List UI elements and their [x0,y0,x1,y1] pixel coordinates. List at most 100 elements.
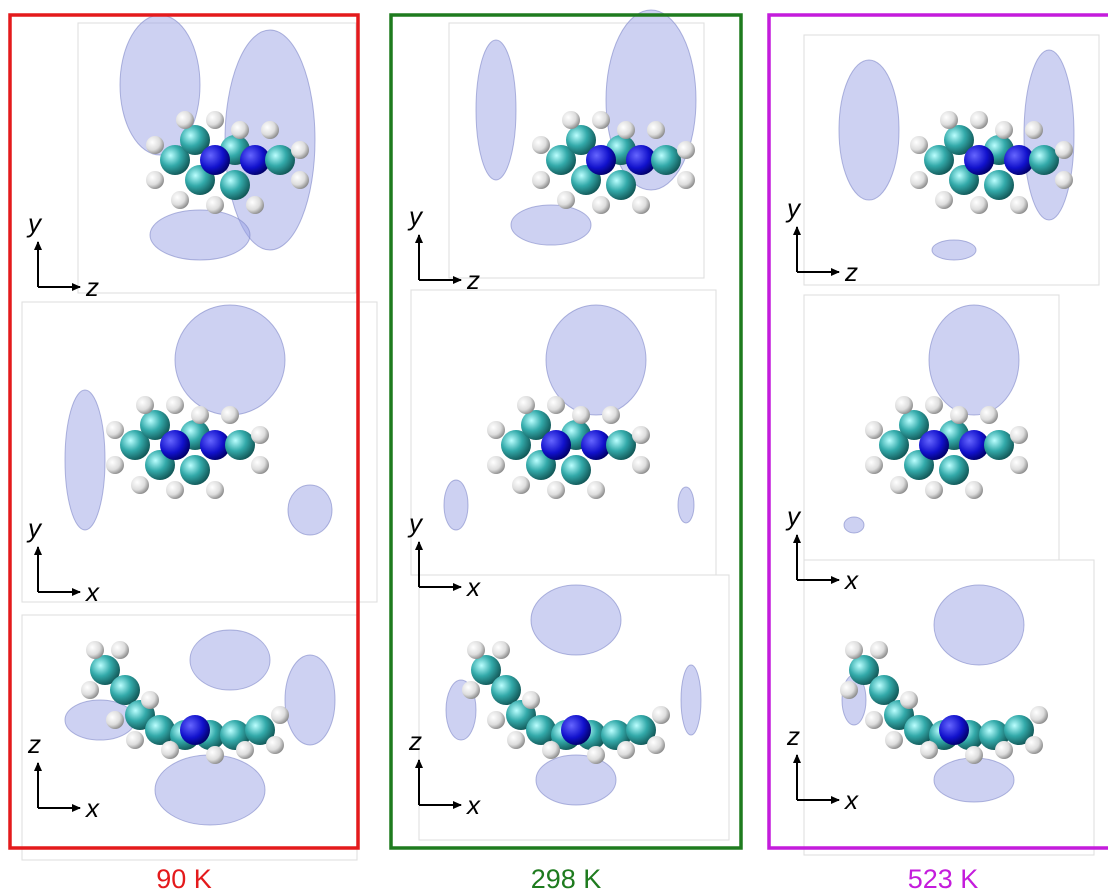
atom [965,746,983,764]
density-isosurface [934,758,1014,802]
density-isosurface [511,205,591,245]
axis-label: z [27,729,41,759]
atom [1030,706,1048,724]
atom [647,121,665,139]
atom [532,136,550,154]
atom [176,111,194,129]
atom [126,731,144,749]
atom [617,741,635,759]
axis-label: y [407,508,424,538]
atom [980,406,998,424]
atom [145,715,175,745]
atom [587,746,605,764]
atom [491,675,521,705]
atom [462,681,480,699]
atom [206,111,224,129]
atom [512,476,530,494]
atom [885,731,903,749]
atom [160,430,190,460]
atom [522,691,540,709]
atom [939,455,969,485]
atom [251,456,269,474]
axis-label: z [408,726,422,756]
atom [206,196,224,214]
density-isosurface [536,755,616,805]
density-isosurface [932,240,976,260]
atom [919,430,949,460]
axis-label: y [407,201,424,231]
atom [106,421,124,439]
atom [547,481,565,499]
atom [632,426,650,444]
panel-label: 90 K [156,864,212,891]
atom [632,456,650,474]
atom [180,715,210,745]
axis-label: z [844,257,858,287]
atom [487,711,505,729]
atom [136,396,154,414]
atom [964,145,994,175]
atom [110,675,140,705]
atom [970,196,988,214]
density-isosurface [839,60,899,200]
axis-label: x [84,577,100,607]
axis-label: y [785,193,802,223]
atom [542,741,560,759]
axis-label: x [465,790,481,820]
atom [562,111,580,129]
atom [865,421,883,439]
atom [547,396,565,414]
atom [910,136,928,154]
atom [86,641,104,659]
atom [507,731,525,749]
atom [487,456,505,474]
axis-label: y [26,513,43,543]
atom [865,711,883,729]
density-isosurface [844,517,864,533]
atom [266,736,284,754]
atom [984,430,1014,460]
density-isosurface [65,700,135,740]
atom [526,715,556,745]
atom [870,641,888,659]
atom [895,396,913,414]
axis-label: y [785,501,802,531]
atom [271,706,289,724]
atom [291,141,309,159]
atom [890,476,908,494]
atom [532,171,550,189]
atom [1055,141,1073,159]
axis-label: z [85,272,99,302]
atom [1025,736,1043,754]
atom [677,171,695,189]
axis-label: z [466,265,480,295]
atom [1029,145,1059,175]
density-isosurface [155,755,265,825]
density-isosurface [929,305,1019,415]
atom [950,406,968,424]
atom [206,481,224,499]
atom [171,191,189,209]
axis-label: z [786,721,800,751]
atom [572,406,590,424]
atom [1010,196,1028,214]
density-isosurface [531,585,621,655]
atom [920,741,938,759]
atom [602,406,620,424]
atom [995,741,1013,759]
atom [970,111,988,129]
figure: 90 Kyzyxzx298 Kyzyxzx523 Kyzyxzx [0,0,1108,891]
panel-label: 298 K [531,864,602,891]
atom [904,715,934,745]
atom [225,430,255,460]
atom [146,171,164,189]
atom [166,481,184,499]
atom [492,641,510,659]
atom [925,396,943,414]
atom [1055,171,1073,189]
atom [647,736,665,754]
atom [840,681,858,699]
atom [995,121,1013,139]
axis-label: x [843,785,859,815]
